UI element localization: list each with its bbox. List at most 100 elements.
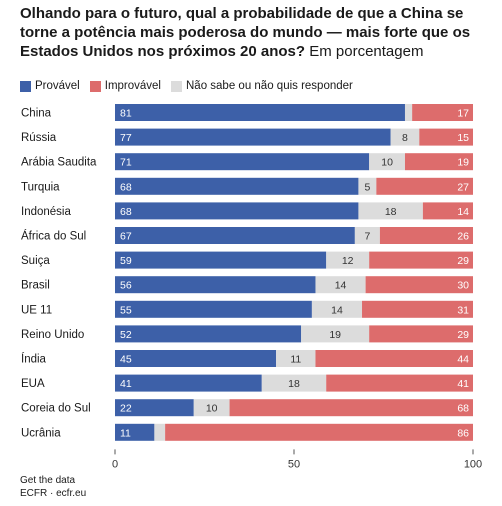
- data-label: 71: [120, 157, 132, 169]
- get-the-data-link[interactable]: Get the data: [20, 475, 76, 486]
- category-label: Arábia Saudita: [21, 157, 97, 169]
- bar-segment: [115, 350, 277, 367]
- data-label: 18: [288, 378, 300, 390]
- legend-item-provavel: Provável: [20, 80, 80, 92]
- bar-segment: [326, 374, 473, 392]
- bar-segment: [115, 128, 391, 146]
- bar-segment: [276, 350, 316, 367]
- bar-segment: [412, 104, 473, 121]
- legend-swatch-improvavel: [89, 80, 101, 92]
- bar-segment: [404, 153, 473, 171]
- x-tick-label: 50: [288, 458, 300, 468]
- data-label: 14: [331, 304, 343, 316]
- title-question: Olhando para o futuro, qual a probabilid…: [20, 5, 471, 60]
- bar-segment: [115, 423, 155, 441]
- category-label: Coreia do Sul: [21, 403, 91, 415]
- bar-segment: [311, 300, 363, 318]
- bar-segment: [115, 399, 194, 417]
- bar-segment: [154, 423, 166, 441]
- chart-title: Olhando para o futuro, qual a probabilid…: [20, 4, 490, 61]
- bar-segment: [365, 276, 473, 294]
- bar-segment: [369, 251, 473, 269]
- bar-segment: [115, 177, 359, 195]
- bar-segment: [115, 227, 355, 244]
- legend-swatch-provavel: [20, 80, 31, 92]
- category-label: Indonésia: [21, 206, 71, 218]
- bar-segment: [369, 153, 405, 171]
- category-label: Ucrânia: [21, 427, 61, 439]
- data-label: 5: [364, 181, 370, 193]
- data-label: 10: [206, 403, 218, 415]
- bar-segment: [315, 350, 473, 367]
- bar-segment: [165, 423, 473, 441]
- data-label: 77: [120, 132, 132, 144]
- category-label: UE 11: [21, 304, 52, 316]
- data-label: 14: [457, 206, 469, 218]
- bar-segment: [115, 325, 302, 343]
- bar-segment: [379, 227, 473, 244]
- category-label: Brasil: [21, 280, 50, 292]
- data-label: 52: [120, 329, 132, 341]
- bar-segment: [115, 153, 370, 171]
- bar-segment: [115, 374, 262, 392]
- bar-segment: [301, 325, 370, 343]
- data-label: 68: [120, 181, 132, 193]
- data-label: 68: [457, 403, 469, 415]
- category-label: Índia: [21, 353, 47, 366]
- category-label: China: [21, 108, 52, 120]
- data-label: 56: [120, 280, 132, 292]
- category-label: Turquia: [21, 181, 60, 193]
- bar-segment: [369, 325, 473, 343]
- bar-segment: [315, 276, 366, 294]
- data-label: 11: [290, 354, 301, 366]
- bar-segment: [354, 227, 380, 244]
- bar-segment: [419, 128, 473, 146]
- data-label: 86: [457, 427, 469, 439]
- x-tick-label: 0: [112, 458, 118, 468]
- bar-segment: [376, 177, 473, 195]
- category-label: Rússia: [21, 132, 57, 144]
- legend-item-nao-sabe: Não sabe ou não quis responder: [171, 80, 353, 92]
- bar-segment: [390, 128, 420, 146]
- bar-segment: [404, 104, 413, 121]
- data-label: 8: [402, 132, 408, 144]
- data-label: 59: [120, 255, 132, 267]
- data-label: 55: [120, 304, 132, 316]
- bar-segment: [422, 202, 473, 220]
- x-tick-label: 100: [464, 458, 482, 468]
- category-label: Reino Unido: [21, 329, 84, 341]
- data-label: 10: [381, 157, 393, 169]
- data-label: 44: [457, 354, 469, 366]
- bar-segment: [362, 300, 473, 318]
- bar-segment: [115, 251, 327, 269]
- data-label: 31: [457, 304, 469, 316]
- category-label: Suiça: [21, 255, 50, 267]
- data-label: 26: [457, 231, 469, 243]
- category-label: EUA: [21, 378, 45, 390]
- data-label: 67: [120, 231, 132, 243]
- legend-label-nao-sabe: Não sabe ou não quis responder: [186, 80, 353, 92]
- source-credit: ECFR · ecfr.eu: [20, 488, 87, 499]
- bar-segment: [229, 399, 473, 417]
- legend-swatch-nao-sabe: [171, 80, 182, 92]
- data-label: 19: [457, 157, 469, 169]
- legend: Provável Improvável Não sabe ou não quis…: [20, 80, 353, 92]
- data-label: 45: [120, 354, 132, 366]
- data-label: 41: [120, 378, 132, 390]
- bar-segment: [193, 399, 230, 417]
- data-label: 30: [457, 280, 469, 292]
- legend-item-improvavel: Improvável: [89, 80, 161, 92]
- bar-segment: [115, 202, 359, 220]
- data-label: 81: [120, 108, 132, 120]
- footer: Get the data ECFR · ecfr.eu: [20, 474, 86, 500]
- data-label: 17: [457, 108, 469, 120]
- data-label: 11: [120, 427, 131, 439]
- data-label: 68: [120, 206, 132, 218]
- data-label: 27: [457, 181, 469, 193]
- title-unit: Em porcentagem: [309, 43, 424, 60]
- legend-label-provavel: Provável: [35, 80, 80, 92]
- bar-segment: [115, 104, 405, 121]
- data-label: 19: [329, 329, 341, 341]
